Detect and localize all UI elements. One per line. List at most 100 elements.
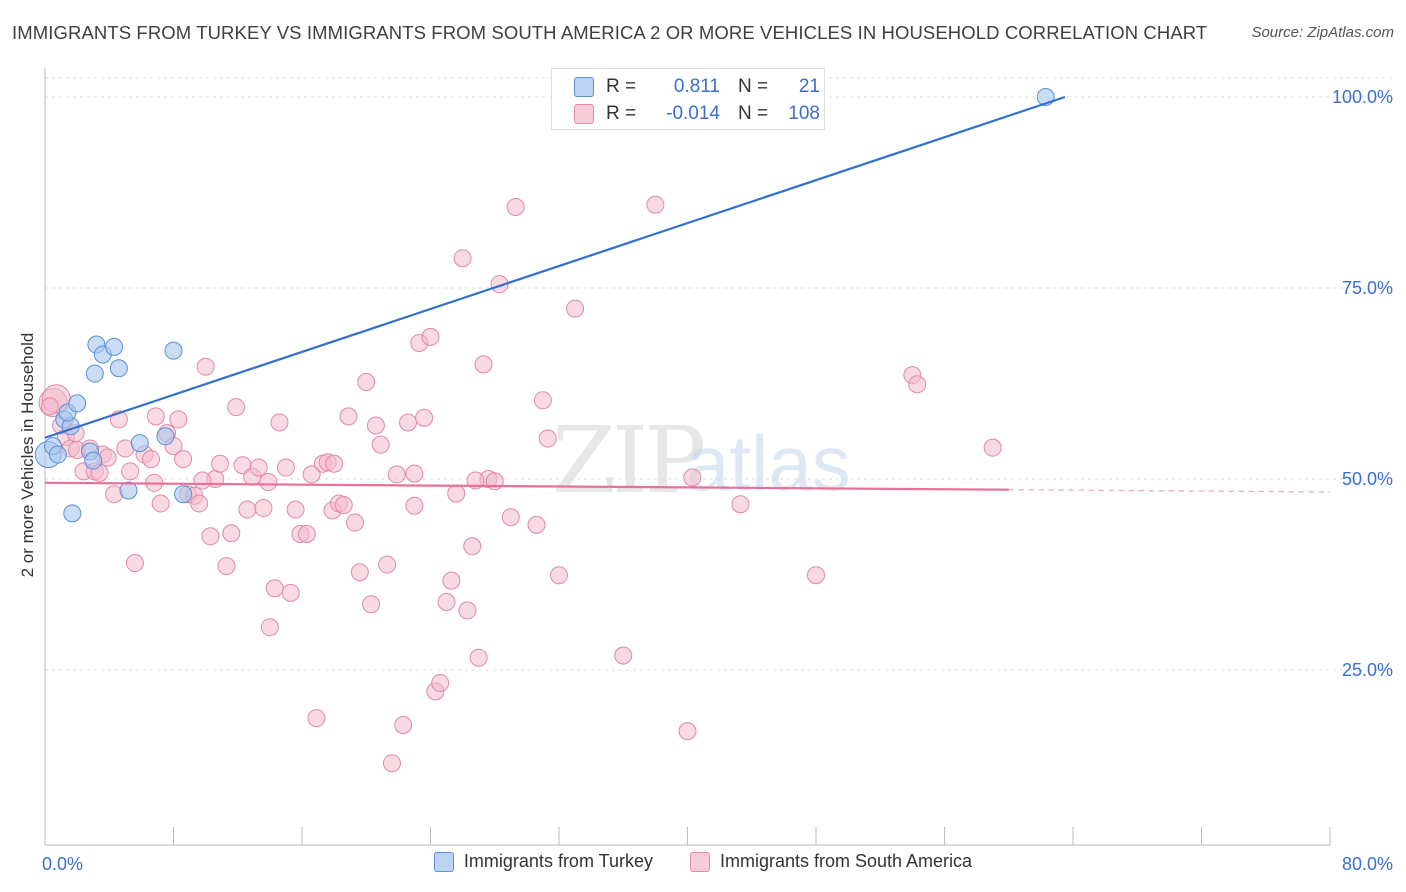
data-point-south-america [302, 465, 321, 484]
data-point-south-america [463, 537, 482, 556]
data-point-turkey [48, 445, 67, 464]
data-point-south-america [249, 458, 268, 477]
data-point-south-america [169, 410, 188, 429]
stats-box: R = 0.811 N = 21 R = -0.014 N = 108 [551, 68, 825, 130]
legend-swatch-south-america [689, 851, 710, 872]
data-point-south-america [646, 195, 665, 214]
data-point-south-america [151, 494, 170, 513]
data-point-south-america [142, 450, 161, 469]
data-point-turkey [164, 341, 183, 360]
stats-row-south-america: R = -0.014 N = 108 [574, 101, 820, 127]
stats-n-label-turkey: N = [738, 76, 769, 97]
stats-r-value-turkey: 0.811 [673, 76, 720, 97]
legend-label-turkey: Immigrants from Turkey [463, 851, 653, 871]
data-point-turkey [84, 451, 103, 470]
watermark: ZIP atlas [552, 407, 851, 514]
data-point-south-america [217, 557, 236, 576]
data-point-turkey [119, 481, 138, 500]
data-point-south-america [485, 472, 504, 491]
data-point-south-america [227, 398, 246, 417]
source-label: Source: ZipAtlas.com [1251, 24, 1394, 41]
data-point-south-america [469, 648, 488, 667]
data-point-south-america [405, 464, 424, 483]
grid-lines [45, 77, 1392, 671]
data-point-south-america [474, 355, 493, 374]
data-point-south-america [683, 468, 702, 487]
data-point-south-america [533, 391, 552, 410]
legend-item-south-america[interactable]: Immigrants from South America [689, 851, 973, 872]
data-point-turkey [105, 337, 124, 356]
legend-item-turkey[interactable]: Immigrants from Turkey [433, 851, 653, 872]
data-point-turkey [130, 434, 149, 453]
chart-title: IMMIGRANTS FROM TURKEY VS IMMIGRANTS FRO… [12, 22, 1208, 43]
data-point-south-america [983, 438, 1002, 457]
y-axis-label: 2 or more Vehicles in Household [18, 332, 37, 578]
data-point-south-america [527, 515, 546, 534]
y-tick-label: 100.0% [1332, 87, 1393, 107]
data-point-south-america [346, 513, 365, 532]
legend: Immigrants from Turkey Immigrants from S… [0, 851, 1406, 877]
legend-swatch-turkey [433, 851, 454, 872]
data-point-south-america [40, 397, 59, 416]
stats-swatch-south-america [574, 104, 594, 124]
watermark-atlas: atlas [686, 419, 851, 507]
data-point-south-america [334, 495, 353, 514]
data-point-south-america [307, 709, 326, 728]
data-point-south-america [146, 407, 165, 426]
data-point-south-america [501, 508, 520, 527]
data-point-south-america [276, 458, 295, 477]
data-point-south-america [405, 496, 424, 515]
data-point-south-america [421, 327, 440, 346]
data-point-south-america [259, 473, 278, 492]
stats-row-turkey: R = 0.811 N = 21 [574, 74, 820, 100]
data-point-south-america [431, 673, 450, 692]
data-point-south-america [193, 471, 212, 490]
data-point-south-america [339, 407, 358, 426]
stats-r-label-south-america: R = [606, 103, 637, 124]
stats-n-value-turkey: 21 [798, 76, 820, 97]
data-point-south-america [222, 524, 241, 543]
data-point-south-america [394, 716, 413, 735]
data-point-south-america [174, 450, 193, 469]
trend-line-south-america [44, 481, 1009, 491]
data-point-south-america [265, 579, 284, 598]
data-point-south-america [382, 754, 401, 773]
data-point-south-america [442, 571, 461, 590]
data-point-south-america [678, 722, 697, 741]
data-point-south-america [281, 583, 300, 602]
data-point-south-america [453, 249, 472, 268]
data-point-south-america [458, 601, 477, 620]
data-point-south-america [254, 499, 273, 518]
x-tick-label: 80.0% [1342, 854, 1393, 874]
data-point-south-america [371, 435, 390, 454]
data-point-south-america [908, 375, 927, 394]
watermark-zip: ZIP [552, 407, 703, 514]
data-point-south-america [538, 429, 557, 448]
trend-line-turkey [44, 95, 1066, 439]
data-point-south-america [201, 527, 220, 546]
y-tick-label: 25.0% [1342, 660, 1393, 680]
data-point-south-america [362, 595, 381, 614]
data-point-south-america [286, 500, 305, 519]
data-point-south-america [357, 372, 376, 391]
data-point-south-america [196, 357, 215, 376]
series-south-america-points [38, 195, 1002, 773]
x-tick-label: 0.0% [42, 854, 83, 874]
data-point-south-america [807, 566, 825, 585]
data-point-turkey [174, 485, 193, 504]
data-point-south-america [190, 494, 209, 513]
data-point-south-america [614, 646, 633, 665]
data-point-south-america [238, 500, 257, 519]
data-point-south-america [125, 554, 144, 573]
data-point-south-america [437, 593, 456, 612]
legend-label-south-america: Immigrants from South America [719, 851, 973, 871]
data-point-south-america [447, 484, 466, 503]
data-point-turkey [68, 394, 87, 413]
data-point-south-america [399, 413, 418, 432]
tick-labels: 25.0% 50.0% 75.0% 100.0% 0.0% 80.0% [42, 87, 1393, 874]
data-point-south-america [378, 555, 397, 574]
stats-r-label-turkey: R = [606, 76, 637, 97]
trend-lines [44, 95, 1331, 493]
data-point-south-america [506, 198, 525, 217]
